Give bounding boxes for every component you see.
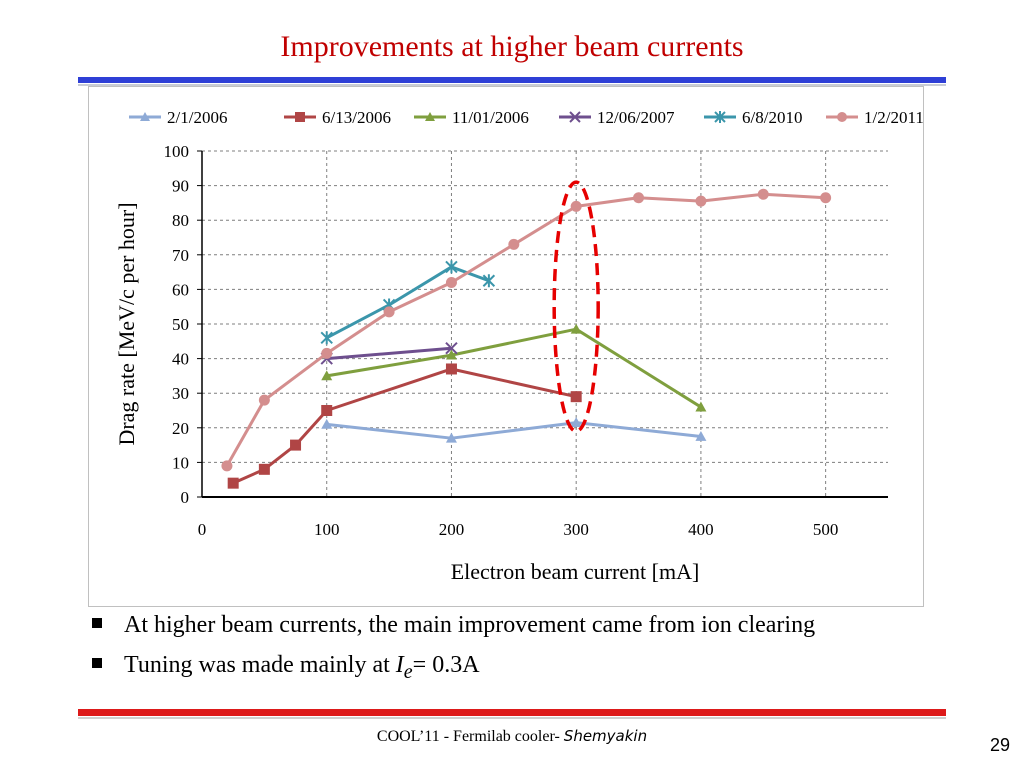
- bullet-item: Tuning was made mainly at Ie= 0.3A: [92, 652, 992, 692]
- data-point: [140, 112, 150, 121]
- x-tick-label: 200: [439, 520, 465, 539]
- data-point: [383, 306, 395, 318]
- data-point: [321, 347, 333, 359]
- data-point: [290, 439, 302, 451]
- bullet-text-suffix: = 0.3A: [412, 652, 480, 678]
- x-axis-title: Electron beam current [mA]: [451, 559, 700, 584]
- chart-frame: 0 10 20 30 40 50 60 70 80 90 100 0 100 200 300 400 500 El…: [88, 86, 924, 607]
- data-point: [227, 477, 239, 489]
- data-point: [321, 405, 333, 416]
- data-point: [837, 112, 847, 122]
- legend-label: 6/13/2006: [322, 108, 391, 127]
- y-tick-label: 90: [172, 177, 189, 196]
- y-axis-title: Drag rate [MeV/c per hour]: [114, 202, 139, 445]
- series-line: [326, 421, 702, 440]
- bullet-text-prefix: Tuning was made mainly at: [124, 652, 396, 678]
- y-tick-label: 40: [172, 350, 189, 369]
- y-tick-label: 60: [172, 280, 189, 299]
- footer-text: COOL’11 - Fermilab cooler: [376, 728, 555, 745]
- legend-label: 6/8/2010: [742, 108, 802, 127]
- slide-title: Improvements at higher beam currents: [280, 30, 744, 63]
- data-point: [321, 418, 333, 429]
- data-point: [633, 192, 645, 204]
- bottom-divider: [78, 709, 946, 716]
- bullet-list: At higher beam currents, the main improv…: [92, 612, 992, 692]
- x-tick-label: 100: [314, 520, 340, 539]
- data-point: [757, 188, 769, 200]
- x-tick-label: 0: [198, 520, 207, 539]
- data-point: [695, 430, 707, 441]
- highlight-ellipse: [552, 180, 600, 434]
- y-tick-label: 80: [172, 211, 189, 230]
- bullet-item: At higher beam currents, the main improv…: [92, 612, 992, 652]
- data-point: [482, 274, 496, 288]
- top-divider-shadow: [78, 84, 946, 86]
- data-point: [445, 432, 457, 443]
- bullet-text: Tuning was made mainly at Ie= 0.3A: [124, 652, 480, 684]
- data-point: [570, 391, 582, 403]
- series-line: [326, 265, 490, 340]
- top-divider: [78, 77, 946, 83]
- data-point: [321, 370, 333, 381]
- current-subscript: e: [403, 660, 413, 683]
- data-point: [820, 192, 832, 204]
- current-variable: I: [395, 652, 404, 678]
- data-point: [569, 111, 581, 123]
- bottom-divider-shadow: [78, 717, 946, 719]
- y-tick-label: 30: [172, 384, 189, 403]
- y-tick-label: 50: [172, 315, 189, 334]
- y-tick-label: 20: [172, 419, 189, 438]
- data-point: [445, 349, 457, 360]
- data-point: [258, 463, 270, 475]
- y-tick-label: 100: [164, 142, 190, 161]
- series-line: [225, 192, 826, 467]
- legend-label: 11/01/2006: [452, 108, 529, 127]
- bullet-square-icon: [92, 618, 102, 628]
- legend-label: 2/1/2006: [167, 108, 227, 127]
- x-tick-label: 300: [563, 520, 589, 539]
- data-point: [714, 111, 726, 123]
- data-point: [445, 363, 457, 375]
- legend-label: 12/06/2007: [597, 108, 675, 127]
- data-point: [445, 260, 458, 274]
- data-point: [295, 112, 305, 122]
- footer: COOL’11 - Fermilab cooler- Shemyakin: [0, 727, 1024, 746]
- y-tick-label: 10: [172, 453, 189, 472]
- series-line: [326, 327, 702, 409]
- line-chart: 0 10 20 30 40 50 60 70 80 90 100 0 100 200 300 400 500 El…: [114, 108, 923, 584]
- y-tick-label: 70: [172, 246, 189, 265]
- data-point: [221, 460, 233, 472]
- data-point: [508, 238, 520, 250]
- data-point: [570, 200, 582, 212]
- data-point: [320, 331, 333, 345]
- data-point: [258, 394, 270, 406]
- bullet-square-icon: [92, 658, 102, 668]
- page-number: 29: [989, 735, 1010, 755]
- y-tick-label: 0: [181, 488, 190, 507]
- data-point: [695, 401, 707, 412]
- data-point: [695, 195, 707, 207]
- footer-author: Shemyakin: [563, 727, 648, 745]
- data-point: [445, 276, 457, 288]
- data-point: [425, 112, 435, 121]
- series-line: [326, 346, 452, 361]
- data-point: [445, 342, 458, 355]
- bullet-text: At higher beam currents, the main improv…: [124, 612, 816, 638]
- data-point: [570, 417, 582, 428]
- footer-dash: -: [554, 728, 564, 745]
- x-tick-label: 500: [813, 520, 839, 539]
- legend-label: 1/2/2011: [864, 108, 923, 127]
- data-point: [570, 323, 582, 334]
- x-tick-label: 400: [688, 520, 714, 539]
